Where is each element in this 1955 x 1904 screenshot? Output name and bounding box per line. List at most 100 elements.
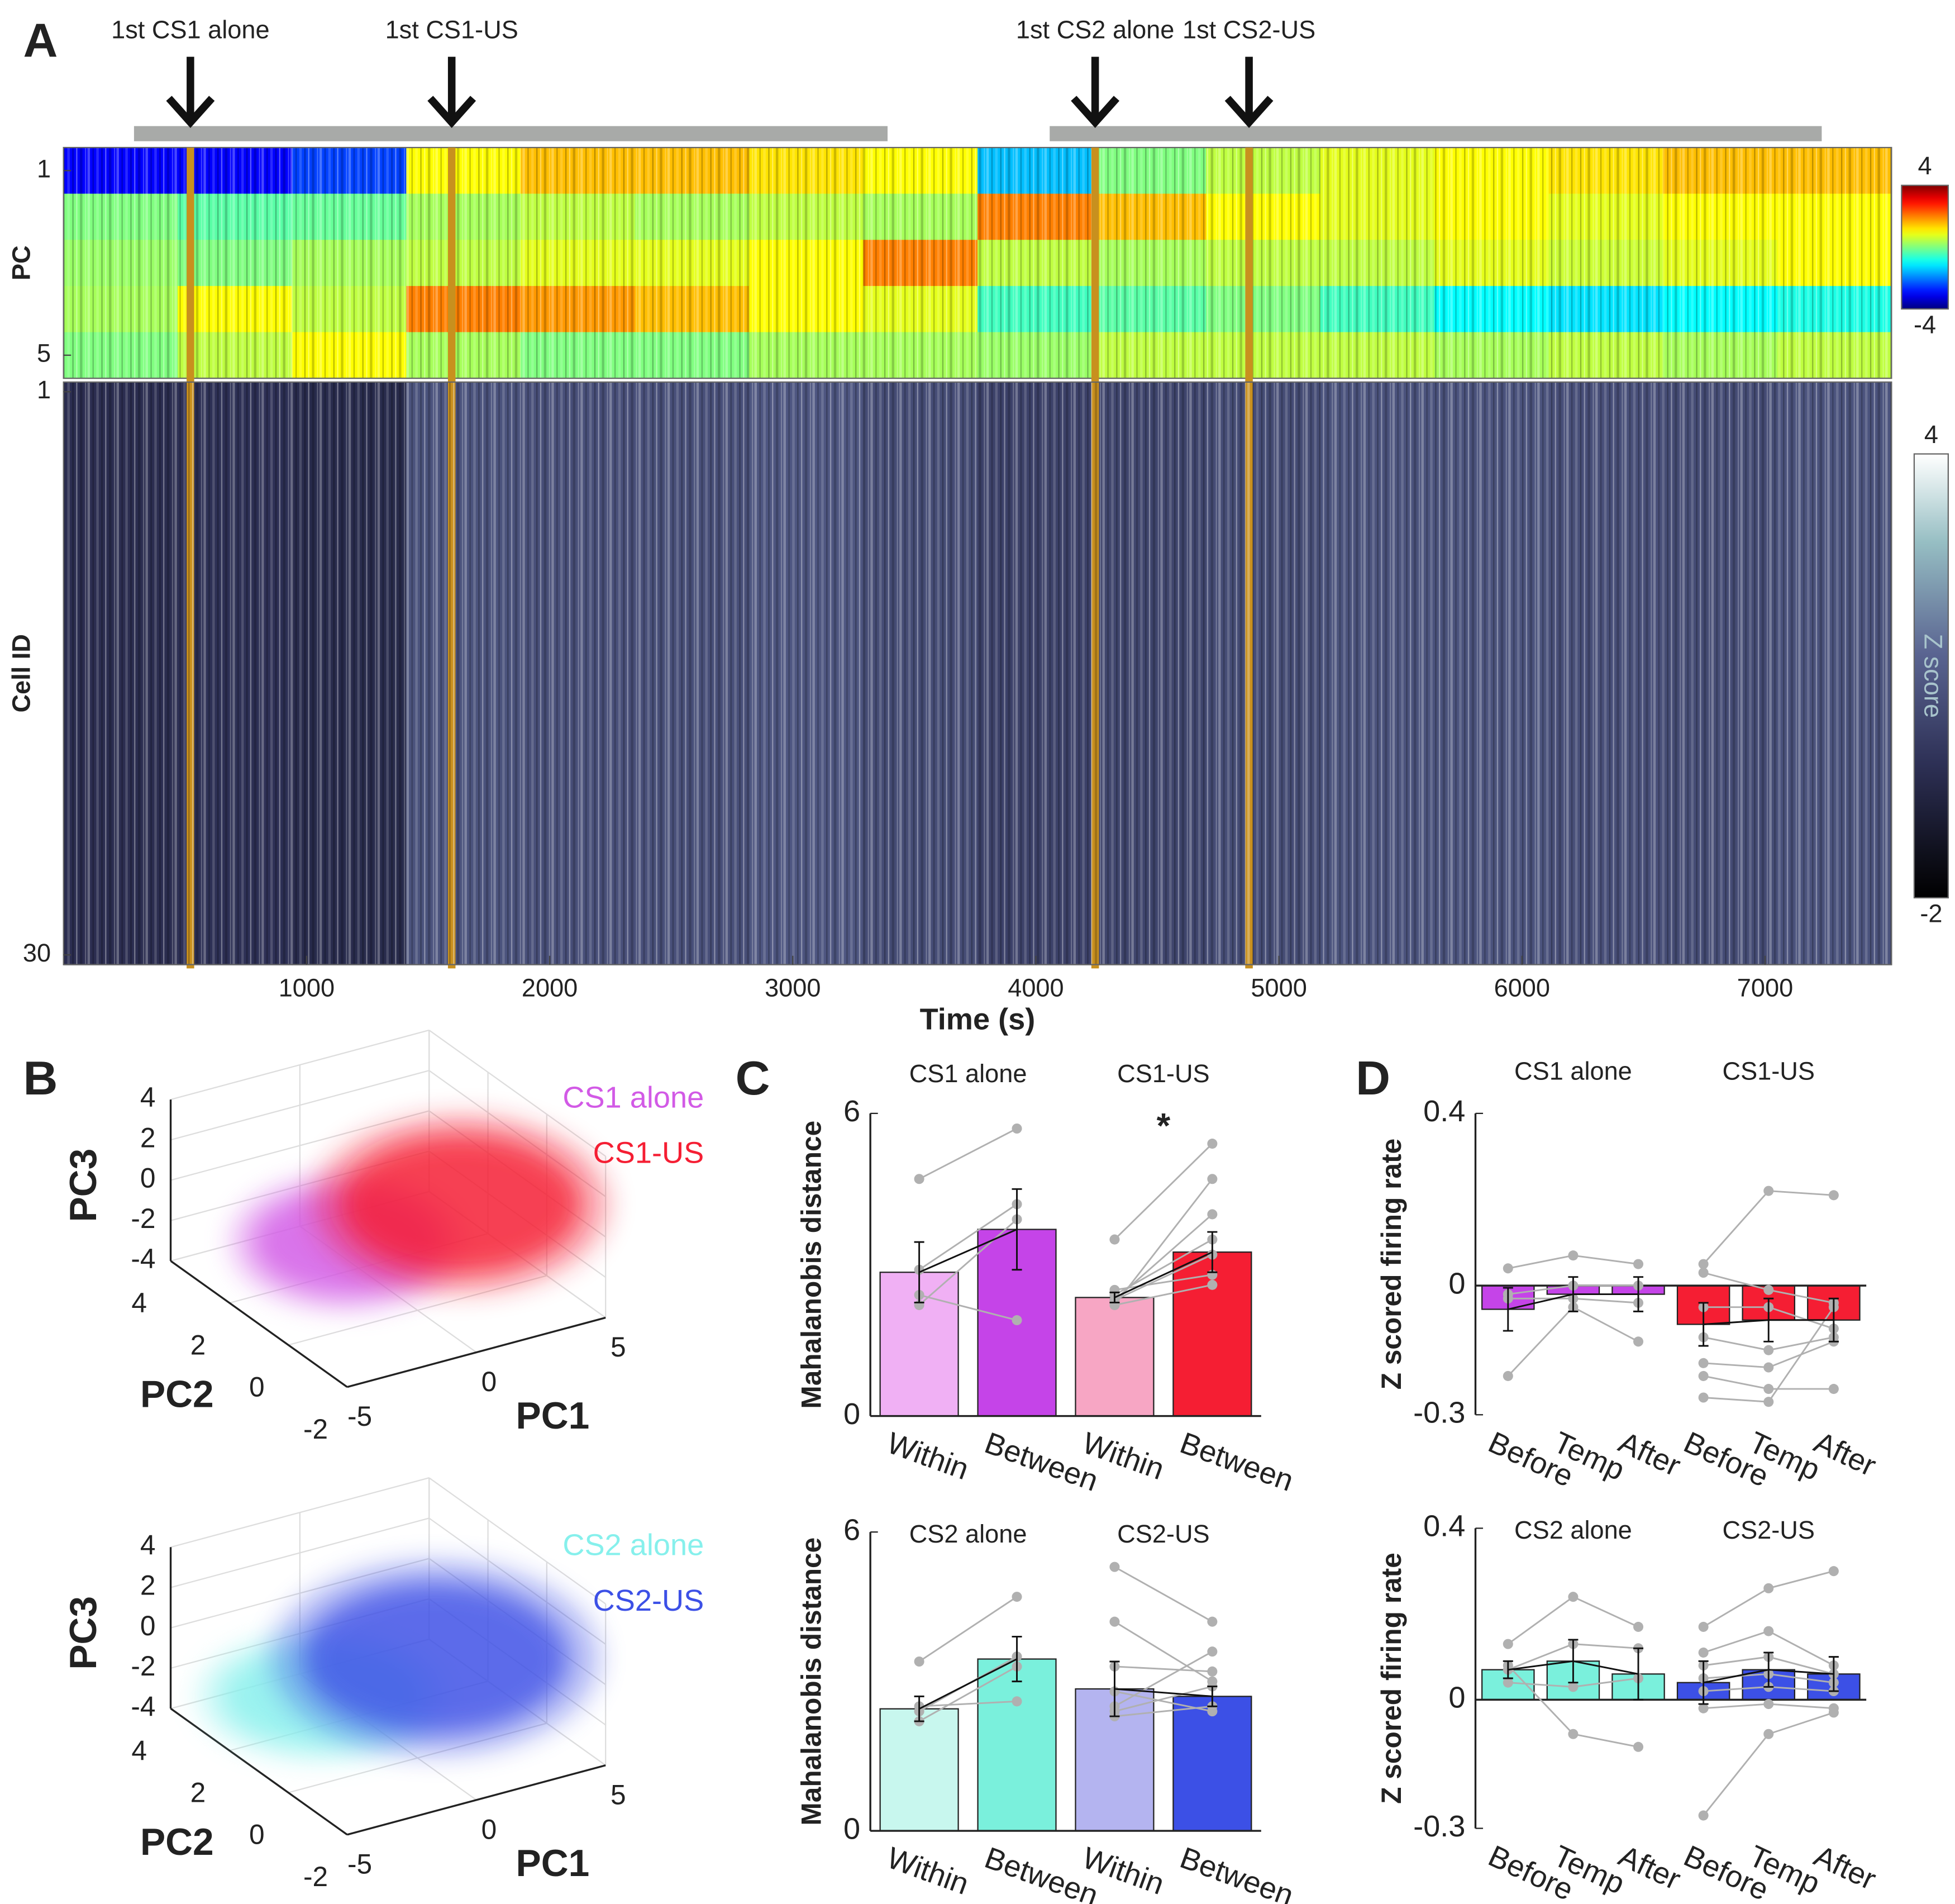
- bar: [977, 1658, 1057, 1832]
- subject-point: [1763, 1729, 1774, 1739]
- bar: [879, 1708, 959, 1832]
- x-tick-label: After: [1809, 1425, 1881, 1483]
- subject-point: [1568, 1682, 1579, 1692]
- subject-line: [1114, 1284, 1213, 1306]
- subject-point: [1763, 1397, 1774, 1407]
- z-tick-label: 0: [140, 1163, 156, 1194]
- panel-letter: D: [1356, 1051, 1390, 1105]
- x-tick-label: 5: [611, 1331, 626, 1363]
- group-label: CS1 alone: [909, 1059, 1027, 1088]
- axis-line: [170, 1707, 348, 1836]
- y-tick-label: 1: [37, 154, 51, 183]
- colorbar: [1913, 453, 1949, 899]
- z-axis-label: PC3: [63, 1596, 104, 1670]
- subject-point: [1207, 1139, 1218, 1149]
- event-label: 1st CS1-US: [385, 15, 518, 44]
- subject-point: [1503, 1677, 1513, 1688]
- group-label: CS2-US: [1117, 1520, 1210, 1548]
- x-tick-label: 5: [611, 1779, 626, 1810]
- colorbar-tick-label: 4: [1918, 151, 1932, 180]
- x-tick-label: Between: [1176, 1841, 1298, 1904]
- z-tick-label: -2: [131, 1650, 155, 1682]
- subject-point: [1698, 1647, 1709, 1658]
- z-tick-label: -4: [131, 1243, 155, 1274]
- grid-line: [428, 1030, 606, 1157]
- x-tick-label: 7000: [1737, 974, 1793, 1002]
- y-tick-label: 1: [37, 375, 51, 404]
- subject-line: [1114, 1143, 1213, 1240]
- session-bar: [133, 126, 888, 141]
- subject-point: [914, 1174, 924, 1184]
- grid-line: [170, 1517, 430, 1588]
- event-label: 1st CS2 alone: [1016, 15, 1174, 44]
- y-tick-label: 30: [23, 939, 51, 967]
- subject-point: [1207, 1209, 1218, 1220]
- grid-line: [170, 1110, 430, 1181]
- y-tick-label: 0: [249, 1819, 265, 1850]
- subject-line: [918, 1218, 1018, 1306]
- subject-point: [1698, 1267, 1709, 1278]
- x-tick-label: After: [1614, 1839, 1686, 1897]
- x-axis-label: PC1: [516, 1395, 590, 1437]
- point-cloud: [303, 1582, 568, 1734]
- subject-point: [1568, 1729, 1579, 1739]
- z-tick-label: 4: [140, 1529, 156, 1560]
- z-tick-label: -2: [131, 1203, 155, 1234]
- y-tick-label: 2: [190, 1777, 206, 1808]
- subject-point: [1698, 1370, 1709, 1381]
- subject-line: [1507, 1596, 1639, 1645]
- group-label: CS2 alone: [1514, 1516, 1632, 1544]
- x-tick-label: After: [1614, 1425, 1686, 1483]
- event-label: 1st CS1 alone: [111, 15, 269, 44]
- subject-point: [1568, 1592, 1579, 1602]
- x-tick-label: 0: [481, 1366, 497, 1397]
- subject-line: [1703, 1712, 1834, 1816]
- grid-line: [170, 1477, 430, 1548]
- x-axis-label: PC1: [516, 1843, 590, 1884]
- mean-line: [1114, 1251, 1213, 1298]
- z-tick-label: 4: [140, 1082, 156, 1113]
- y-axis-label: PC2: [140, 1374, 214, 1416]
- subject-line: [1114, 1566, 1213, 1622]
- group-label: CS2-US: [1722, 1516, 1815, 1544]
- y-axis-label: Mahalanobis distance: [796, 1121, 827, 1409]
- colorbar-tick-label: -2: [1920, 899, 1942, 927]
- subject-line: [918, 1127, 1018, 1180]
- subject-point: [1012, 1592, 1022, 1602]
- subject-line: [1114, 1650, 1213, 1707]
- legend-entry: CS2-US: [593, 1584, 704, 1617]
- y-tick-label: 0: [843, 1812, 860, 1845]
- subject-point: [1503, 1263, 1513, 1274]
- panel-letter: B: [23, 1051, 58, 1105]
- axis-line: [347, 1316, 606, 1388]
- subject-point: [1698, 1392, 1709, 1403]
- subject-point: [1763, 1699, 1774, 1710]
- subject-point: [1633, 1621, 1644, 1632]
- heat-frame: [63, 381, 1892, 965]
- y-tick-label: -0.3: [1413, 1810, 1465, 1843]
- y-tick-label: -2: [303, 1413, 328, 1445]
- x-tick-label: 5000: [1251, 974, 1306, 1002]
- y-tick-label: 0: [1448, 1681, 1465, 1715]
- x-tick-label: After: [1809, 1839, 1881, 1897]
- z-tick-label: 2: [140, 1570, 156, 1601]
- point-cloud: [341, 1135, 581, 1274]
- subject-point: [1633, 1259, 1644, 1269]
- colorbar-tick-label: -4: [1914, 310, 1936, 339]
- bar: [1172, 1696, 1252, 1832]
- subject-line: [1703, 1190, 1834, 1265]
- y-axis-label: PC2: [140, 1821, 214, 1863]
- y-axis-label: PC: [7, 245, 35, 280]
- subject-line: [918, 1203, 1018, 1270]
- event-arrow-head: [1224, 96, 1274, 128]
- subject-point: [1207, 1279, 1218, 1290]
- grid-line: [170, 1070, 430, 1141]
- group-label: CS1-US: [1117, 1059, 1210, 1088]
- heat-texture: [63, 382, 1892, 965]
- y-tick-label: 6: [843, 1513, 860, 1547]
- y-tick-label: 4: [131, 1735, 147, 1766]
- legend-entry: CS1 alone: [562, 1080, 704, 1114]
- y-tick-label: 5: [37, 339, 51, 368]
